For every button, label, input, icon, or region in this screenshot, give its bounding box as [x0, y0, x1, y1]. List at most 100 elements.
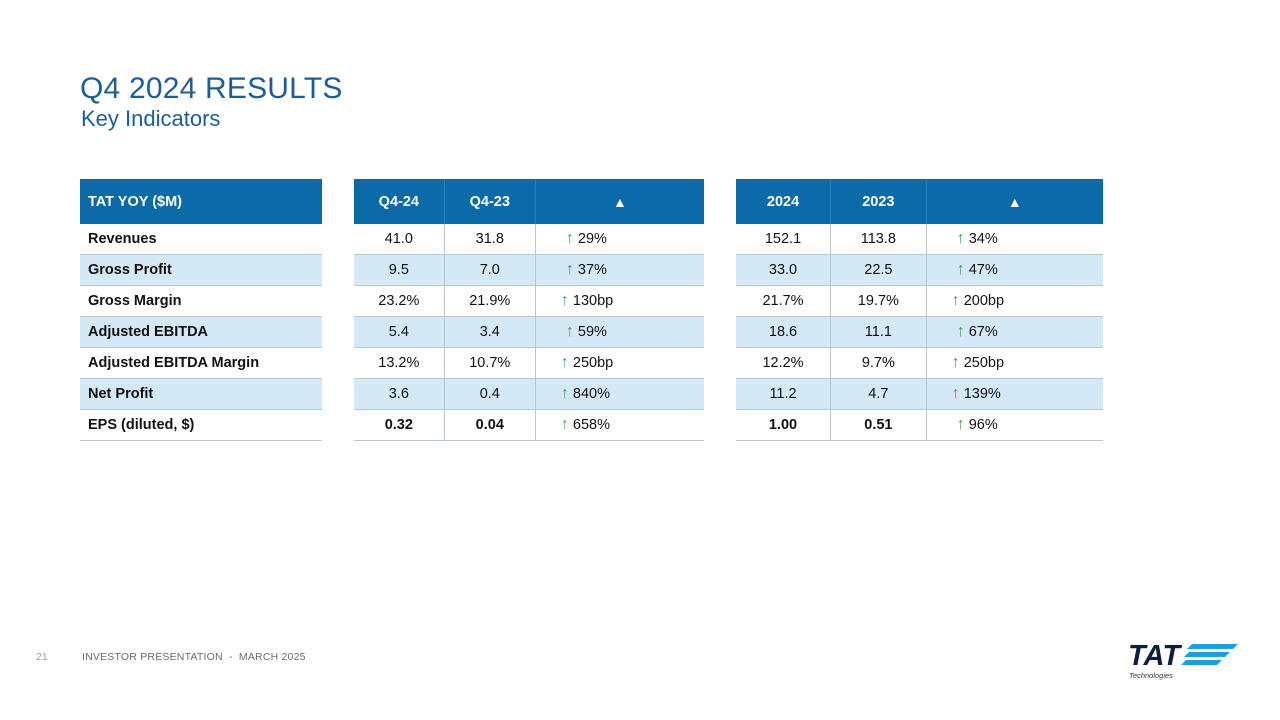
arrow-up-icon: ↑ [560, 385, 569, 402]
cell-2023: 19.7% [830, 285, 927, 317]
cell-annual-change: ↑ 96% [926, 409, 1103, 441]
cell-quarter-change-value: 250bp [572, 355, 614, 371]
cell-annual-change-value: 96% [968, 417, 998, 433]
cell-quarter-change: ↑ 250bp [535, 347, 704, 379]
cell-q4-24-value: 9.5 [388, 262, 409, 278]
cell-q4-23-value: 3.4 [479, 324, 500, 340]
cell-q4-23-value: 31.8 [475, 231, 504, 247]
header-2023: 2023 [830, 179, 927, 224]
table-row: 41.0 31.8 ↑ 29% [354, 224, 704, 255]
cell-q4-24-value: 5.4 [388, 324, 409, 340]
cell-q4-23-value: 21.9% [469, 293, 511, 309]
cell-quarter-change-value: 37% [577, 262, 607, 278]
annual-table: 2024 2023 ▲ 152.1 113.8 ↑ 34% 33.0 22.5 ↑ 47% 21… [736, 179, 1103, 441]
label-header: TAT YOY ($M) [80, 179, 322, 224]
table-row: 5.4 3.4 ↑ 59% [354, 316, 704, 348]
cell-quarter-change-value: 840% [572, 386, 610, 402]
cell-2024: 21.7% [736, 285, 832, 317]
cell-2023: 9.7% [830, 347, 927, 379]
cell-annual-change-value: 34% [968, 231, 998, 247]
cell-2024: 18.6 [736, 316, 832, 348]
cell-2023-value: 11.1 [864, 324, 892, 340]
cell-quarter-change: ↑ 658% [535, 409, 704, 441]
row-label: Revenues [80, 224, 322, 255]
cell-q4-24: 5.4 [354, 316, 445, 348]
cell-q4-24-value: 41.0 [384, 231, 413, 247]
table-row: 23.2% 21.9% ↑ 130bp [354, 285, 704, 317]
cell-q4-23: 21.9% [444, 285, 536, 317]
cell-q4-23: 3.4 [444, 316, 536, 348]
cell-quarter-change-value: 658% [572, 417, 610, 433]
row-label: Adjusted EBITDA [80, 316, 322, 348]
arrow-up-icon: ↑ [560, 354, 569, 371]
cell-q4-24: 0.32 [354, 409, 445, 441]
cell-annual-change: ↑ 47% [926, 254, 1103, 286]
cell-quarter-change: ↑ 37% [535, 254, 704, 286]
arrow-up-icon: ↑ [951, 292, 960, 309]
arrow-up-icon: ↑ [951, 385, 960, 402]
cell-2023-value: 0.51 [864, 417, 893, 433]
cell-2023-value: 113.8 [860, 231, 896, 247]
table-row: Adjusted EBITDA [80, 316, 322, 348]
cell-q4-23-value: 0.4 [479, 386, 500, 402]
arrow-up-icon: ↑ [560, 292, 569, 309]
logo-stripe-3 [1181, 660, 1222, 665]
header-2024: 2024 [736, 179, 832, 224]
cell-2023-value: 19.7% [857, 293, 899, 309]
cell-q4-24-value: 23.2% [378, 293, 420, 309]
cell-2023: 4.7 [830, 378, 927, 410]
cell-2023: 113.8 [830, 224, 927, 255]
page-title: Q4 2024 RESULTS [80, 72, 343, 105]
cell-2023-value: 4.7 [868, 386, 889, 402]
cell-annual-change-value: 67% [968, 324, 998, 340]
cell-annual-change-value: 200bp [963, 293, 1005, 309]
footer-text: INVESTOR PRESENTATION - MARCH 2025 [82, 651, 306, 663]
table-row: 3.6 0.4 ↑ 840% [354, 378, 704, 410]
arrow-up-icon: ↑ [956, 230, 965, 247]
arrow-up-icon: ↑ [565, 323, 574, 340]
arrow-up-icon: ↑ [565, 261, 574, 278]
cell-annual-change: ↑ 250bp [926, 347, 1103, 379]
table-row: Revenues [80, 224, 322, 255]
logo-stripe-2 [1184, 652, 1230, 657]
cell-2023: 11.1 [830, 316, 927, 348]
cell-quarter-change: ↑ 29% [535, 224, 704, 255]
table-row: 12.2% 9.7% ↑ 250bp [736, 347, 1103, 379]
header-annual-change-triangle-icon: ▲ [926, 179, 1103, 224]
cell-2023: 22.5 [830, 254, 927, 286]
cell-q4-23: 0.04 [444, 409, 536, 441]
cell-quarter-change-value: 59% [577, 324, 607, 340]
arrow-up-icon: ↑ [956, 261, 965, 278]
cell-2024-value: 18.6 [768, 324, 798, 340]
page-number: 21 [36, 651, 48, 663]
cell-2024: 11.2 [736, 378, 832, 410]
header-quarter-change-triangle-icon: ▲ [535, 179, 704, 224]
table-row: 13.2% 10.7% ↑ 250bp [354, 347, 704, 379]
cell-2023-value: 9.7% [861, 355, 895, 371]
cell-annual-change: ↑ 200bp [926, 285, 1103, 317]
table-row: 152.1 113.8 ↑ 34% [736, 224, 1103, 255]
cell-quarter-change: ↑ 59% [535, 316, 704, 348]
cell-annual-change: ↑ 139% [926, 378, 1103, 410]
table-row: Gross Margin [80, 285, 322, 317]
cell-2024-value: 1.00 [768, 417, 798, 433]
cell-q4-24: 23.2% [354, 285, 445, 317]
cell-quarter-change: ↑ 840% [535, 378, 704, 410]
arrow-up-icon: ↑ [956, 323, 965, 340]
cell-2023: 0.51 [830, 409, 927, 441]
cell-2023-value: 22.5 [864, 262, 893, 278]
arrow-up-icon: ↑ [565, 230, 574, 247]
table-row: Net Profit [80, 378, 322, 410]
cell-q4-23: 10.7% [444, 347, 536, 379]
arrow-up-icon: ↑ [951, 354, 960, 371]
table-row: 18.6 11.1 ↑ 67% [736, 316, 1103, 348]
cell-q4-24: 3.6 [354, 378, 445, 410]
table-row: 21.7% 19.7% ↑ 200bp [736, 285, 1103, 317]
table-row: EPS (diluted, $) [80, 409, 322, 441]
cell-quarter-change-value: 29% [577, 231, 607, 247]
cell-quarter-change: ↑ 130bp [535, 285, 704, 317]
cell-q4-23: 0.4 [444, 378, 536, 410]
row-label: Adjusted EBITDA Margin [80, 347, 322, 379]
cell-q4-24-value: 13.2% [378, 355, 420, 371]
cell-q4-23: 31.8 [444, 224, 536, 255]
